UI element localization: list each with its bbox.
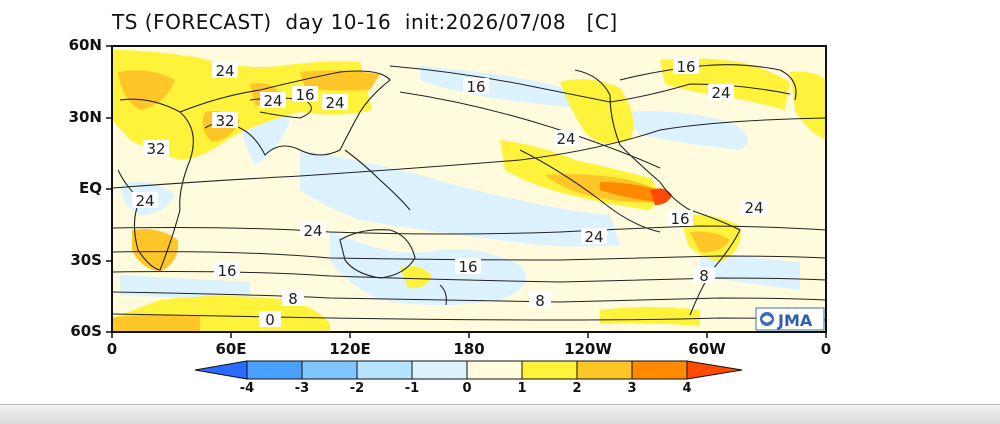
colorbar-tick-label: 4 bbox=[682, 381, 692, 396]
contour-label: 24 bbox=[708, 84, 734, 102]
svg-text:24: 24 bbox=[711, 84, 730, 102]
svg-text:24: 24 bbox=[744, 199, 763, 217]
lon-label-120w: 120W bbox=[564, 340, 612, 358]
colorbar-tick-label: 0 bbox=[462, 381, 472, 396]
svg-text:8: 8 bbox=[535, 292, 545, 310]
contour-label: 32 bbox=[143, 140, 169, 158]
colorbar-segment bbox=[411, 360, 468, 380]
contour-labels: 24 16 24 16 24 32 32 24 24 16 24 24 16 2… bbox=[132, 58, 767, 329]
colorbar-segment bbox=[194, 360, 248, 380]
bottom-scroll-strip[interactable] bbox=[0, 404, 1000, 424]
contour-label: 8 bbox=[693, 267, 715, 285]
colorbar-segment bbox=[466, 360, 523, 380]
svg-text:16: 16 bbox=[217, 262, 236, 280]
contour-label: 16 bbox=[455, 258, 481, 276]
contour-label: 16 bbox=[463, 78, 489, 96]
contour-label: 24 bbox=[581, 228, 607, 246]
lon-label-180: 180 bbox=[453, 340, 485, 358]
map-area: 24 16 24 16 24 32 32 24 24 16 24 24 16 2… bbox=[112, 46, 826, 332]
map-title: TS (FORECAST) day 10-16 init:2026/07/08 … bbox=[112, 10, 618, 34]
coastlines bbox=[117, 64, 797, 316]
svg-text:24: 24 bbox=[556, 130, 575, 148]
svg-text:JMA: JMA bbox=[777, 311, 813, 330]
axis-ticks bbox=[106, 45, 827, 338]
lon-label-60w: 60W bbox=[688, 340, 726, 358]
svg-text:24: 24 bbox=[303, 222, 322, 240]
svg-text:16: 16 bbox=[466, 78, 485, 96]
colorbar-tick-label: -3 bbox=[294, 381, 310, 396]
contour-label: 32 bbox=[212, 112, 238, 130]
contour-label: 24 bbox=[300, 222, 326, 240]
colorbar-tick-label: 2 bbox=[572, 381, 582, 396]
svg-text:24: 24 bbox=[263, 92, 282, 110]
lon-label-60e: 60E bbox=[215, 340, 247, 358]
contour-label: 16 bbox=[214, 262, 240, 280]
svg-text:8: 8 bbox=[699, 267, 709, 285]
colorbar-tick-label: 3 bbox=[627, 381, 637, 396]
colorbar-segment bbox=[246, 360, 303, 380]
svg-text:32: 32 bbox=[146, 140, 165, 158]
svg-text:16: 16 bbox=[670, 210, 689, 228]
lon-label-0: 0 bbox=[106, 340, 118, 358]
lon-label-120e: 120E bbox=[329, 340, 371, 358]
contour-label: 24 bbox=[132, 192, 158, 210]
svg-text:24: 24 bbox=[325, 94, 344, 112]
jma-logo: JMA bbox=[755, 307, 825, 331]
contour-label: 0 bbox=[259, 311, 281, 329]
colorbar-tick-label: -2 bbox=[349, 381, 365, 396]
colorbar-tick-label: -1 bbox=[404, 381, 420, 396]
colorbar-segment bbox=[631, 360, 688, 380]
contour-label: 8 bbox=[282, 290, 304, 308]
contour-label: 24 bbox=[212, 62, 238, 80]
lat-label-eq: EQ bbox=[79, 179, 102, 197]
svg-text:8: 8 bbox=[288, 290, 298, 308]
colorbar-segment bbox=[356, 360, 413, 380]
contour-label: 24 bbox=[553, 130, 579, 148]
positive-anomaly-areas bbox=[112, 50, 826, 332]
svg-text:0: 0 bbox=[265, 311, 275, 329]
lat-label-60s: 60S bbox=[70, 322, 102, 340]
contour-label: 24 bbox=[741, 199, 767, 217]
svg-text:24: 24 bbox=[215, 62, 234, 80]
svg-text:16: 16 bbox=[295, 86, 314, 104]
colorbar-segment bbox=[576, 360, 633, 380]
lat-label-60n: 60N bbox=[68, 36, 102, 54]
contour-label: 16 bbox=[667, 210, 693, 228]
contour-label: 24 bbox=[260, 92, 286, 110]
svg-text:32: 32 bbox=[215, 112, 234, 130]
colorbar-segment bbox=[301, 360, 358, 380]
lon-label-0-east: 0 bbox=[820, 340, 832, 358]
contour-label: 24 bbox=[322, 94, 348, 112]
colorbar-tick-label: 1 bbox=[517, 381, 527, 396]
svg-text:24: 24 bbox=[584, 228, 603, 246]
colorbar-segment bbox=[521, 360, 578, 380]
contour-label: 16 bbox=[673, 58, 699, 76]
lat-label-30n: 30N bbox=[68, 108, 102, 126]
lat-label-30s: 30S bbox=[70, 251, 102, 269]
colorbar-tick-label: -4 bbox=[239, 381, 255, 396]
svg-text:24: 24 bbox=[135, 192, 154, 210]
colorbar-segment bbox=[686, 360, 743, 380]
contour-label: 16 bbox=[292, 86, 318, 104]
colorbar bbox=[194, 360, 743, 380]
svg-text:16: 16 bbox=[458, 258, 477, 276]
contour-label: 8 bbox=[529, 292, 551, 310]
svg-text:16: 16 bbox=[676, 58, 695, 76]
